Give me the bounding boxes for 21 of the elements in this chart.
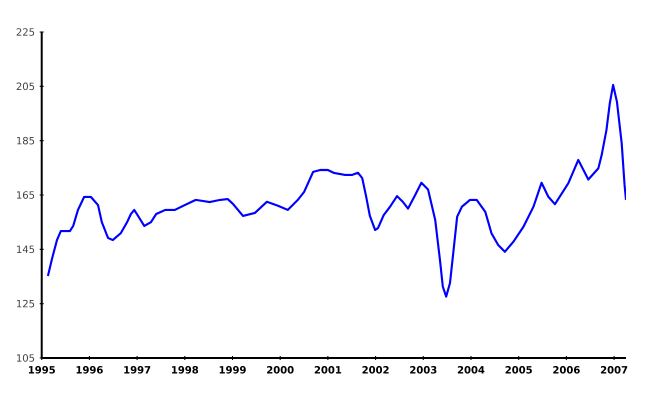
x-tick-label: 2004 bbox=[458, 366, 484, 374]
x-tick-label: 2005 bbox=[506, 366, 532, 374]
y-tick-label: 145 bbox=[17, 246, 34, 254]
x-tick-label: 1998 bbox=[172, 366, 198, 374]
x-tick-label: 2007 bbox=[600, 366, 628, 374]
y-tick-label: 205 bbox=[16, 82, 34, 90]
y-tick-label: 125 bbox=[17, 300, 34, 308]
x-tick-label: 1999 bbox=[220, 366, 246, 374]
y-tick-label: 225 bbox=[16, 28, 34, 36]
line-series bbox=[46, 84, 626, 298]
x-tick-label: 1997 bbox=[124, 366, 150, 374]
x-tick-label: 2003 bbox=[410, 366, 436, 374]
x-tick-label: 1996 bbox=[76, 366, 103, 374]
y-tick-label: 105 bbox=[17, 354, 34, 362]
x-tick-label: 2000 bbox=[267, 366, 294, 374]
x-tick-label: 1995 bbox=[28, 366, 55, 374]
x-tick-label: 2001 bbox=[314, 366, 342, 374]
x-tick-label: 2006 bbox=[553, 366, 580, 374]
x-tick-label: 2002 bbox=[362, 366, 389, 374]
y-tick-label: 165 bbox=[17, 191, 34, 199]
y-tick-label: 185 bbox=[17, 136, 34, 144]
